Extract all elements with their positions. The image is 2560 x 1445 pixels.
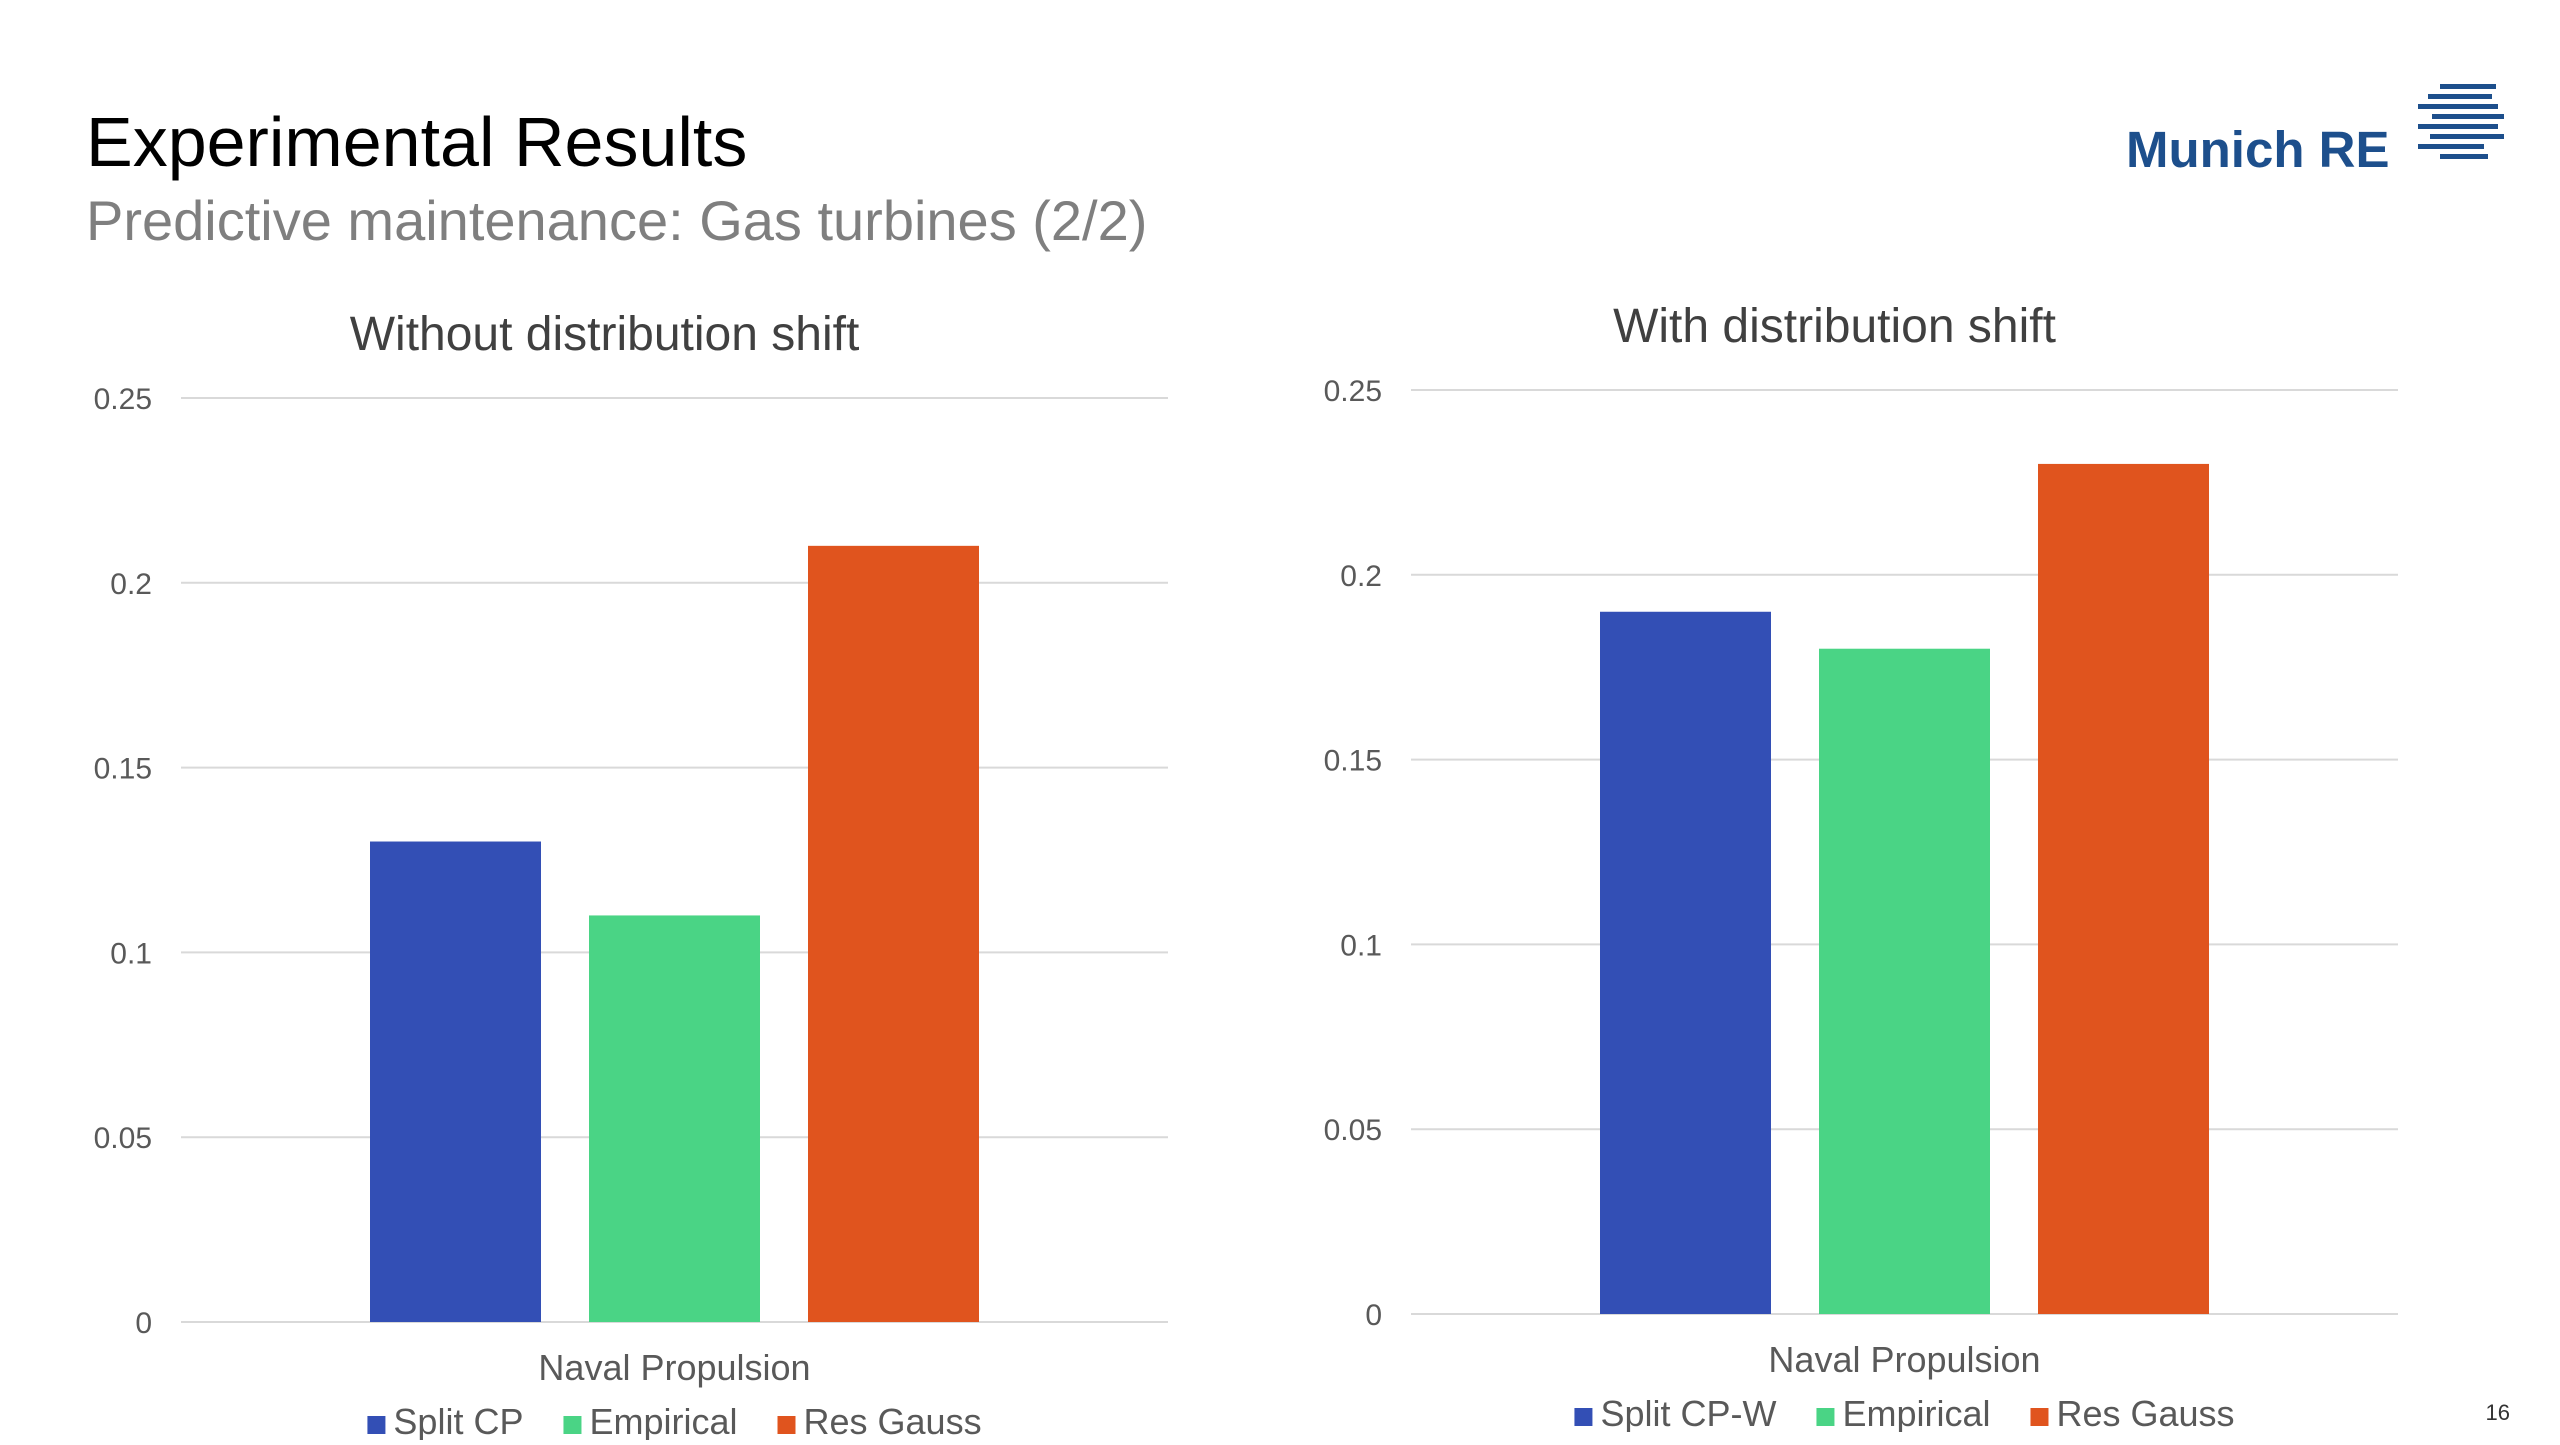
chart-legend: Split CP-W Empirical Res Gauss	[1574, 1393, 2235, 1434]
slide-subtitle: Predictive maintenance: Gas turbines (2/…	[86, 189, 1148, 252]
y-tick-label: 0.25	[1324, 375, 1382, 408]
legend-label: Empirical	[589, 1401, 737, 1440]
legend-label: Res Gauss	[2056, 1393, 2234, 1432]
chart-title: Without distribution shift	[350, 308, 860, 361]
bar-empirical	[589, 915, 760, 1322]
y-tick-label: 0.2	[1340, 560, 1382, 593]
y-tick-label: 0	[1365, 1299, 1382, 1332]
legend-swatch	[2030, 1408, 2049, 1426]
y-tick-label: 0.2	[110, 568, 152, 601]
legend-label: Res Gauss	[804, 1401, 982, 1440]
legend-label: Split CP	[393, 1401, 523, 1440]
slide-title: Experimental Results	[86, 103, 748, 181]
chart-title: With distribution shift	[1613, 300, 2056, 353]
y-tick-label: 0.15	[1324, 745, 1382, 778]
legend-label: Split CP-W	[1600, 1393, 1776, 1432]
y-tick-label: 0.05	[94, 1122, 152, 1155]
bar-res-gauss	[808, 545, 979, 1322]
y-tick-label: 0.05	[1324, 1114, 1382, 1147]
y-tick-label: 0.1	[1340, 929, 1382, 962]
x-category-label: Naval Propulsion	[1768, 1339, 2040, 1380]
munich-re-stripes-logo-icon	[2418, 84, 2504, 159]
bar-res-gauss	[2038, 463, 2209, 1314]
chart-without-distribution-shift: Without distribution shift 0 0.05 0.1 0.15 0.…	[40, 290, 1240, 1445]
y-tick-label: 0.15	[94, 753, 152, 786]
legend-swatch	[563, 1416, 582, 1434]
legend-label: Empirical	[1842, 1393, 1990, 1432]
bar-split-cp	[370, 841, 541, 1322]
legend-swatch	[777, 1416, 796, 1434]
y-tick-label: 0.25	[94, 383, 152, 416]
x-category-label: Naval Propulsion	[538, 1347, 810, 1388]
legend-swatch	[367, 1416, 386, 1434]
munich-re-logo: Munich RE	[2126, 80, 2506, 190]
legend-swatch	[1816, 1408, 1835, 1426]
legend-swatch	[1574, 1408, 1593, 1426]
bar-split-cp-w	[1600, 611, 1771, 1314]
chart-with-distribution-shift: With distribution shift 0 0.05 0.1 0.15 0.2 0.…	[1270, 282, 2470, 1437]
y-tick-label: 0	[135, 1307, 152, 1340]
chart-legend: Split CP Empirical Res Gauss	[367, 1401, 982, 1442]
bar-empirical	[1819, 648, 1990, 1314]
page-number: 16	[2485, 1400, 2510, 1425]
y-tick-label: 0.1	[110, 937, 152, 970]
logo-text: Munich RE	[2126, 121, 2390, 178]
